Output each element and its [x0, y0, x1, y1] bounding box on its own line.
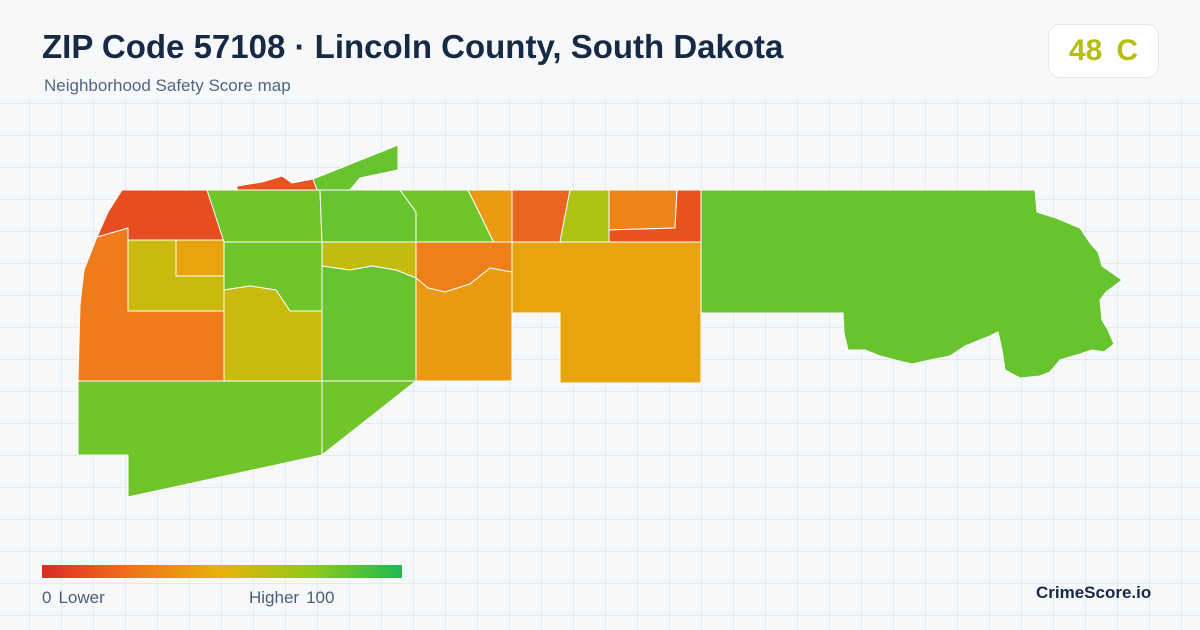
- header-band: [0, 0, 1200, 98]
- page-title: ZIP Code 57108 · Lincoln County, South D…: [42, 28, 784, 65]
- safety-score-badge: 48 C: [1048, 24, 1159, 78]
- map-region-south[interactable]: [77, 380, 323, 498]
- map-region-n-2[interactable]: [319, 189, 417, 243]
- map-region-c-4[interactable]: [321, 265, 417, 382]
- legend-color-scale: [42, 565, 402, 578]
- safety-score-value: 48: [1068, 34, 1103, 67]
- map-region-w-orange-box[interactable]: [175, 239, 225, 277]
- map-region-south-mid[interactable]: [321, 380, 417, 456]
- legend-high-label: Higher 100: [249, 588, 341, 608]
- map-region-n-1[interactable]: [206, 189, 323, 243]
- map-region-c-7[interactable]: [511, 241, 702, 384]
- brand-logo[interactable]: CrimeScore.io: [1036, 583, 1152, 602]
- map-region-east[interactable]: [700, 189, 1123, 379]
- legend-low-value: 0: [42, 588, 52, 607]
- legend-high-value: 100: [306, 588, 335, 607]
- legend-low-label: 0 Lower: [42, 588, 112, 608]
- map-region-north-strip[interactable]: [236, 175, 318, 191]
- map-region-c-6[interactable]: [415, 267, 513, 382]
- legend-high-text: Higher: [249, 588, 300, 607]
- legend-low-text: Lower: [58, 588, 105, 607]
- safety-score-grade: C: [1116, 34, 1139, 67]
- map-region-n-7[interactable]: [608, 189, 678, 231]
- map-region-north-sliver[interactable]: [312, 144, 399, 191]
- page-subtitle: Neighborhood Safety Score map: [44, 76, 291, 95]
